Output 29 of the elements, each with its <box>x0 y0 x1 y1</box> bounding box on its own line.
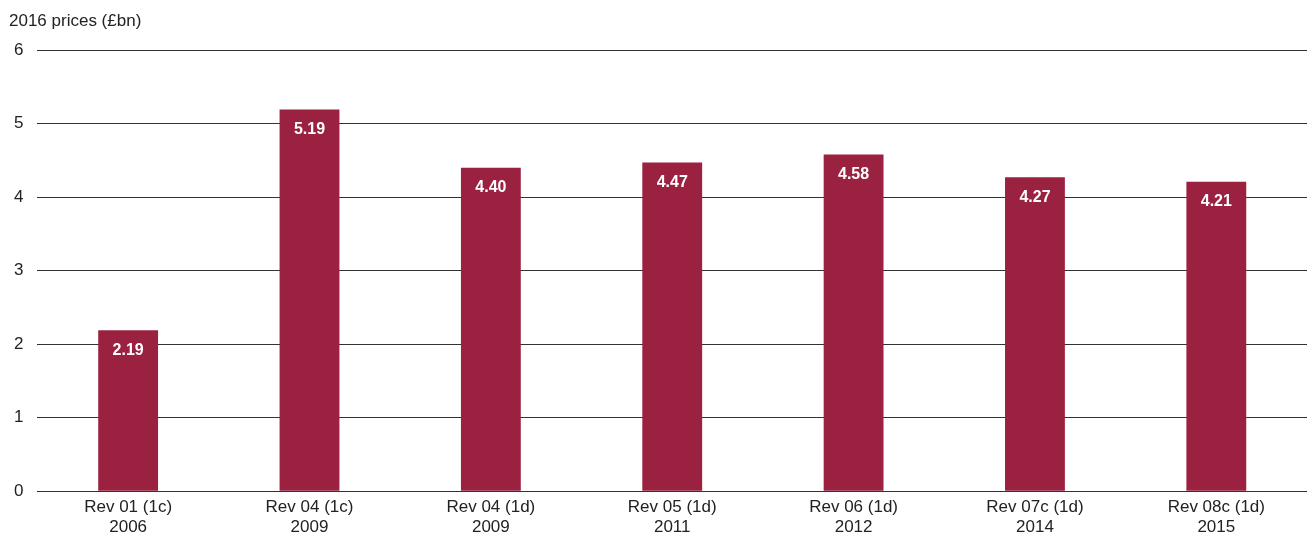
bar <box>279 109 340 491</box>
y-tick-label: 4 <box>13 186 24 206</box>
data-label: 2.19 <box>112 340 144 358</box>
x-tick-label: Rev 04 (1d) 2009 <box>446 497 536 537</box>
data-label: 4.47 <box>656 172 688 190</box>
x-tick-label: Rev 01 (1c) 2006 <box>84 497 173 537</box>
y-axis-title: 2016 prices (£bn) <box>9 10 142 30</box>
bar <box>1005 177 1065 491</box>
y-tick-label: 2 <box>13 333 24 353</box>
data-label: 4.40 <box>475 178 507 196</box>
x-tick-label: Rev 06 (1d) 2012 <box>809 497 899 537</box>
bar <box>460 167 521 491</box>
data-label: 4.58 <box>838 164 870 182</box>
y-tick-label: 3 <box>13 260 24 280</box>
data-label: 4.27 <box>1019 187 1051 205</box>
x-tick-label: Rev 04 (1c) 2009 <box>265 497 354 537</box>
bar <box>98 330 159 491</box>
x-tick-label: Rev 07c (1d) 2014 <box>986 497 1084 537</box>
data-label: 5.19 <box>293 119 326 137</box>
bar <box>1186 181 1247 491</box>
y-tick-label: 1 <box>13 407 24 427</box>
bar <box>823 154 884 491</box>
y-tick-label: 6 <box>13 39 24 59</box>
x-tick-label: Rev 05 (1d) 2011 <box>627 497 717 537</box>
x-tick-label: Rev 08c (1d) 2015 <box>1167 497 1265 537</box>
data-label: 4.21 <box>1200 192 1232 210</box>
bar <box>642 162 703 491</box>
y-tick-label: 5 <box>13 113 24 133</box>
y-tick-label: 0 <box>13 480 24 500</box>
